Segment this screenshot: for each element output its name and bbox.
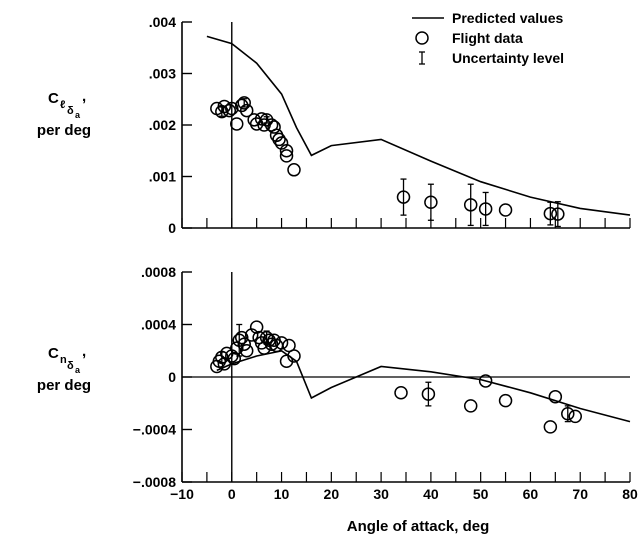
y-tick-label: .0004: [141, 317, 176, 333]
roll-derivative-panel: 0 .001 .002 .003 .004 C ℓ δ a, per deg: [37, 14, 631, 236]
y-axis-units: per deg: [37, 377, 91, 394]
flight-data-point: [551, 207, 565, 221]
uncertainty-bar: [400, 178, 407, 216]
flight-data-point: [396, 190, 411, 204]
flight-data-point: [249, 320, 264, 334]
y-tick-label: 0: [168, 220, 176, 236]
x-tick-label: 20: [324, 486, 340, 502]
predicted-values-line: [216, 349, 631, 423]
y-axis-subscript: ℓ: [60, 99, 65, 111]
legend-label: Flight data: [452, 30, 523, 46]
y-axis-subscript-delta: δ: [67, 360, 74, 372]
legend-symbol-ibeam: [419, 51, 425, 65]
yaw-derivative-panel: −.0008 −.0004 0 .0004 .0008 −10 0 10 20 30 40 50 60 7…: [37, 264, 638, 502]
flight-data-point: [239, 103, 254, 118]
flight-data-point: [543, 420, 558, 434]
y-axis-symbol: C: [48, 90, 59, 107]
y-axis-subscript-a: a: [75, 365, 81, 375]
flight-data-point: [394, 386, 408, 400]
y-axis-comma: ,: [82, 343, 86, 360]
y-tick-label: −.0008: [133, 474, 176, 490]
flight-data-point: [227, 351, 242, 366]
legend-label: Predicted values: [452, 10, 563, 26]
flight-data-point: [463, 399, 478, 413]
y-axis-subscript-delta: δ: [67, 105, 74, 117]
flight-data-point: [498, 203, 513, 217]
flight-data-point: [234, 98, 249, 113]
uncertainty-bar: [482, 191, 489, 227]
y-axis-subscript: n: [60, 354, 67, 366]
flight-data-point: [254, 112, 269, 126]
flight-data-point: [463, 198, 478, 212]
legend-symbol-circle: [415, 31, 429, 45]
y-axis-units: per deg: [37, 122, 91, 139]
x-tick-label: −10: [170, 486, 194, 502]
uncertainty-bar: [427, 183, 434, 221]
x-tick-label: 0: [228, 486, 236, 502]
y-tick-label: .003: [149, 66, 176, 82]
x-tick-label: 40: [423, 486, 439, 502]
flight-data-point: [478, 202, 493, 216]
flight-data-point: [543, 206, 558, 221]
x-tick-label: 60: [523, 486, 539, 502]
flight-data-point: [274, 336, 289, 350]
flight-data-point: [561, 407, 575, 421]
y-tick-label: .002: [149, 117, 176, 133]
flight-data-point: [287, 349, 301, 363]
y-axis-comma: ,: [82, 88, 86, 105]
y-axis-symbol: C: [48, 345, 59, 362]
y-tick-label: .0008: [141, 264, 176, 280]
flight-data-point: [498, 393, 513, 408]
flight-data-point: [421, 387, 436, 401]
flight-data-point: [225, 101, 239, 116]
flight-data-point: [237, 337, 251, 351]
flight-data-point: [239, 344, 254, 358]
flight-data-point: [259, 113, 274, 127]
y-tick-label: −.0004: [133, 422, 176, 438]
legend-label: Uncertainty level: [452, 50, 564, 66]
flight-data-point: [234, 330, 249, 345]
flight-data-point: [237, 96, 251, 110]
flight-data-point: [272, 132, 286, 147]
flight-data-point: [478, 374, 493, 388]
y-tick-label: 0: [168, 369, 176, 385]
flight-data-point: [222, 103, 237, 118]
x-tick-label: 10: [274, 486, 290, 502]
legend: Predicted values Flight data Uncertainty l…: [412, 10, 564, 66]
uncertainty-bar: [467, 183, 474, 227]
x-tick-label: 50: [473, 486, 489, 502]
x-tick-label: 30: [373, 486, 389, 502]
uncertainty-bar: [554, 201, 561, 228]
x-axis-title: Angle of attack, deg: [347, 518, 490, 535]
uncertainty-bar: [425, 381, 432, 407]
flight-data-point: [279, 144, 294, 158]
x-tick-label: 80: [622, 486, 638, 502]
flight-data-point: [279, 149, 294, 163]
flight-data-point: [568, 409, 582, 424]
y-axis-subscript-a: a: [75, 110, 81, 120]
flight-data-point: [424, 195, 438, 209]
flight-data-point: [287, 163, 301, 177]
y-tick-label: .001: [149, 169, 176, 185]
y-tick-label: .004: [149, 14, 176, 30]
uncertainty-bar: [547, 201, 554, 226]
predicted-values-line: [206, 35, 631, 216]
flight-data-point: [548, 389, 563, 404]
flight-data-point: [267, 120, 281, 134]
x-tick-label: 70: [572, 486, 588, 502]
flight-data-point: [230, 117, 244, 131]
